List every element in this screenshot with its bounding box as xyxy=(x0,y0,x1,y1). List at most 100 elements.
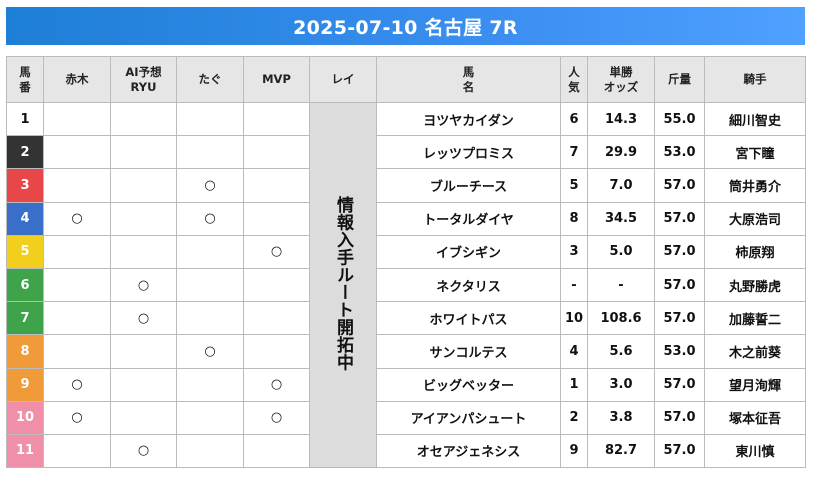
header-odds-label: 単勝 オッズ xyxy=(603,64,639,94)
horse-number: 8 xyxy=(6,334,44,369)
weight: 57.0 xyxy=(654,301,705,336)
horse-name: アイアンパシュート xyxy=(376,400,561,435)
header-jockey-label: 騎手 xyxy=(743,72,767,86)
mark-ai xyxy=(110,201,177,236)
win-odds: 14.3 xyxy=(587,101,655,137)
jockey: 丸野勝虎 xyxy=(704,267,806,303)
jockey: 宮下瞳 xyxy=(704,135,806,170)
weight: 57.0 xyxy=(654,201,705,236)
win-odds: 34.5 xyxy=(587,201,655,236)
popularity: 8 xyxy=(560,201,588,236)
mark-mvp xyxy=(243,101,310,137)
mark-tagu: ○ xyxy=(176,334,244,369)
win-odds: 3.0 xyxy=(587,367,655,402)
table-row: 2 レッツプロミス 7 29.9 53.0 宮下瞳 xyxy=(6,135,806,170)
horse-name: ホワイトパス xyxy=(376,301,561,336)
header-ai-label: AI予想 RYU xyxy=(125,64,162,94)
horse-number: 3 xyxy=(6,168,44,203)
mark-tagu xyxy=(176,135,244,170)
mark-tagu xyxy=(176,433,244,469)
mark-tagu xyxy=(176,101,244,137)
rei-column-note: 情報入手ルート開拓中 xyxy=(309,101,377,469)
mark-ai: ○ xyxy=(110,301,177,336)
weight: 57.0 xyxy=(654,400,705,435)
header-horse-label: 馬名 xyxy=(462,64,475,94)
table-row: 7 ○ ホワイトパス 10 108.6 57.0 加藤誓二 xyxy=(6,301,806,336)
mark-akagi xyxy=(43,267,111,303)
header-mvp: MVP xyxy=(243,56,310,103)
mark-mvp xyxy=(243,301,310,336)
jockey: 筒井勇介 xyxy=(704,168,806,203)
horse-number: 1 xyxy=(6,101,44,137)
horse-number: 7 xyxy=(6,301,44,336)
weight: 55.0 xyxy=(654,101,705,137)
header-rei-label: レイ xyxy=(331,72,355,86)
header-akagi-label: 赤木 xyxy=(65,72,89,86)
mark-mvp xyxy=(243,334,310,369)
weight: 57.0 xyxy=(654,367,705,402)
mark-mvp xyxy=(243,201,310,236)
header-kinryo-label: 斤量 xyxy=(668,72,691,86)
mark-akagi xyxy=(43,334,111,369)
popularity: 3 xyxy=(560,234,588,269)
popularity: 7 xyxy=(560,135,588,170)
table-row: 4 ○ ○ トータルダイヤ 8 34.5 57.0 大原浩司 xyxy=(6,201,806,236)
mark-mvp xyxy=(243,168,310,203)
win-odds: 5.0 xyxy=(587,234,655,269)
jockey: 木之前葵 xyxy=(704,334,806,369)
weight: 57.0 xyxy=(654,234,705,269)
win-odds: 29.9 xyxy=(587,135,655,170)
mark-akagi xyxy=(43,135,111,170)
popularity: 10 xyxy=(560,301,588,336)
horse-name: レッツプロミス xyxy=(376,135,561,170)
mark-tagu xyxy=(176,234,244,269)
horse-number: 6 xyxy=(6,267,44,303)
jockey: 細川智史 xyxy=(704,101,806,137)
weight: 57.0 xyxy=(654,433,705,469)
mark-akagi xyxy=(43,433,111,469)
header-jockey: 騎手 xyxy=(704,56,806,103)
jockey: 塚本征吾 xyxy=(704,400,806,435)
header-row: 馬番 赤木 AI予想 RYU たぐ MVP レイ 馬名 人気 単勝 オッズ 斤量 騎… xyxy=(6,56,806,103)
race-table: 馬番 赤木 AI予想 RYU たぐ MVP レイ 馬名 人気 単勝 オッズ 斤量 騎… xyxy=(6,56,806,469)
mark-akagi xyxy=(43,101,111,137)
win-odds: 7.0 xyxy=(587,168,655,203)
mark-mvp xyxy=(243,267,310,303)
header-umaban-label: 馬番 xyxy=(19,64,31,94)
mark-tagu: ○ xyxy=(176,168,244,203)
popularity: - xyxy=(560,267,588,303)
mark-akagi xyxy=(43,301,111,336)
mark-ai xyxy=(110,367,177,402)
weight: 57.0 xyxy=(654,267,705,303)
jockey: 東川慎 xyxy=(704,433,806,469)
horse-name: トータルダイヤ xyxy=(376,201,561,236)
jockey: 柿原翔 xyxy=(704,234,806,269)
table-row: 10 ○ ○ アイアンパシュート 2 3.8 57.0 塚本征吾 xyxy=(6,400,806,435)
header-mvp-label: MVP xyxy=(262,72,291,86)
mark-ai xyxy=(110,168,177,203)
win-odds: 3.8 xyxy=(587,400,655,435)
header-ninki-label: 人気 xyxy=(568,64,580,94)
horse-number: 11 xyxy=(6,433,44,469)
mark-ai xyxy=(110,135,177,170)
mark-tagu xyxy=(176,367,244,402)
horse-number: 2 xyxy=(6,135,44,170)
popularity: 9 xyxy=(560,433,588,469)
mark-tagu xyxy=(176,301,244,336)
horse-name: オセアジェネシス xyxy=(376,433,561,469)
mark-akagi: ○ xyxy=(43,367,111,402)
rei-note-text: 情報入手ルート開拓中 xyxy=(333,195,353,371)
popularity: 4 xyxy=(560,334,588,369)
table-row: 3 ○ ブルーチース 5 7.0 57.0 筒井勇介 xyxy=(6,168,806,203)
header-umaban: 馬番 xyxy=(6,56,44,103)
win-odds: - xyxy=(587,267,655,303)
header-kinryo: 斤量 xyxy=(654,56,705,103)
header-tagu-label: たぐ xyxy=(198,72,222,86)
mark-mvp xyxy=(243,433,310,469)
table-row: 8 ○ サンコルテス 4 5.6 53.0 木之前葵 xyxy=(6,334,806,369)
weight: 53.0 xyxy=(654,135,705,170)
mark-mvp: ○ xyxy=(243,234,310,269)
header-horse: 馬名 xyxy=(376,56,561,103)
win-odds: 108.6 xyxy=(587,301,655,336)
header-odds: 単勝 オッズ xyxy=(587,56,655,103)
